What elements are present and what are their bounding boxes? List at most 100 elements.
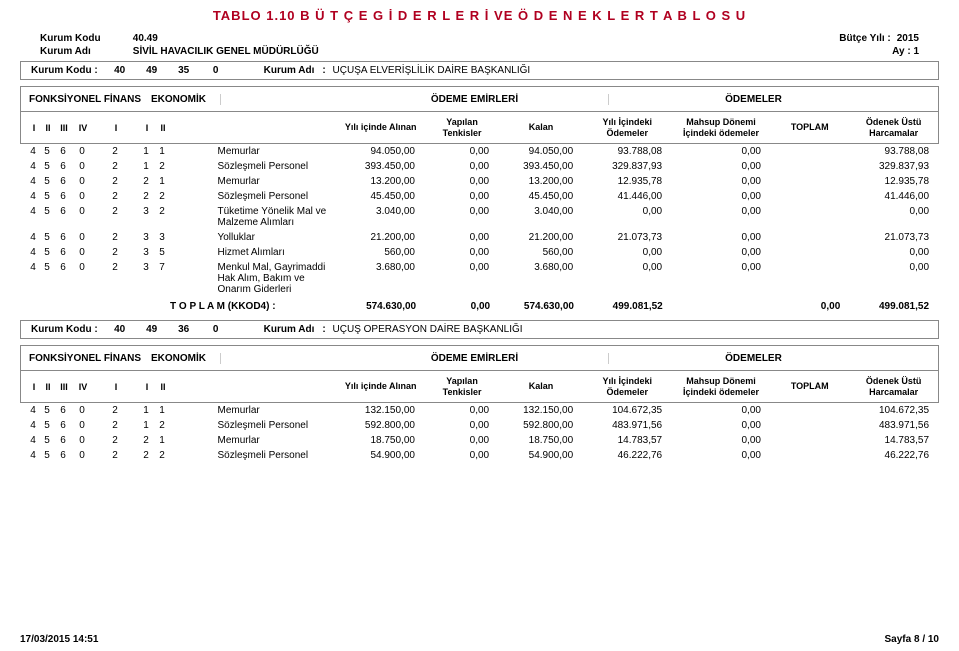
code-hdr: I (27, 382, 41, 392)
hdr-fons: FONKSİYONEL FİNANS (21, 353, 151, 364)
row-codes: 4560211 (20, 146, 217, 157)
row-codes: 4560221 (20, 435, 217, 446)
row-code: 2 (154, 420, 170, 431)
row-code: 5 (40, 206, 54, 217)
cell-value: 14.783,57 (850, 435, 939, 446)
code-hdr: II (155, 382, 171, 392)
row-code: 4 (26, 176, 40, 187)
row-code: 2 (154, 206, 170, 217)
row-code: 2 (104, 191, 126, 202)
row-code: 0 (72, 262, 92, 273)
col-hdr-3: Kalan (499, 381, 583, 392)
ay-pair: Ay : 1 (892, 46, 919, 57)
cell-value: 0,00 (672, 405, 771, 416)
row-code: 2 (104, 232, 126, 243)
col-hdr-6: TOPLAM (770, 122, 849, 133)
row-code: 3 (138, 262, 154, 273)
cell-value: 45.450,00 (336, 191, 425, 202)
code-hdr: II (41, 382, 55, 392)
row-code: 5 (40, 450, 54, 461)
kurum-kodu-pair: Kurum Kodu 40.49 (40, 33, 158, 44)
row-code: 5 (40, 247, 54, 258)
cell-value: 560,00 (336, 247, 425, 258)
cell-value: 0,00 (425, 191, 499, 202)
row-code: 0 (72, 232, 92, 243)
total-value: 0,00 (426, 301, 500, 312)
cell-value: 13.200,00 (499, 176, 583, 187)
code-hdr: I (139, 382, 155, 392)
row-code: 2 (104, 420, 126, 431)
row-codes: 4560212 (20, 420, 217, 431)
cell-value: 0,00 (425, 232, 499, 243)
cell-value: 0,00 (425, 262, 499, 273)
hdr-eko: EKONOMİK (151, 353, 221, 364)
row-code: 4 (26, 405, 40, 416)
kurum-code-cell: 49 (138, 65, 166, 76)
footer-page: Sayfa 8 / 10 (885, 634, 939, 645)
cell-value: 21.073,73 (850, 232, 939, 243)
row-codes: 4560237 (20, 262, 217, 273)
cell-value: 3.040,00 (336, 206, 425, 217)
row-code: 4 (26, 435, 40, 446)
row-code: 1 (138, 161, 154, 172)
col-hdr-4: Yılı İçindeki Ödemeler (583, 117, 672, 139)
total-value: 0,00 (771, 301, 850, 312)
kurum-adi-inline-value: UÇUŞ OPERASYON DAİRE BAŞKANLIĞI (330, 324, 523, 335)
butce-yili-pair: Bütçe Yılı : 2015 (839, 33, 919, 44)
row-code: 2 (138, 191, 154, 202)
row-codes: 4560222 (20, 450, 217, 461)
row-code: 1 (138, 420, 154, 431)
row-code: 0 (72, 435, 92, 446)
row-code: 6 (54, 420, 72, 431)
row-code: 2 (104, 262, 126, 273)
row-code: 6 (54, 206, 72, 217)
cell-value: 0,00 (850, 262, 939, 273)
kurum-code-cell: 35 (170, 65, 198, 76)
cell-value: 592.800,00 (336, 420, 425, 431)
cell-value: 393.450,00 (499, 161, 583, 172)
cell-value: 0,00 (425, 206, 499, 217)
row-code: 0 (72, 450, 92, 461)
col-hdr-6: TOPLAM (770, 381, 849, 392)
kurum-adi-inline-label: Kurum Adı (264, 324, 315, 335)
col-hdr-5: Mahsup Dönemi İçindeki ödemeler (672, 117, 771, 139)
row-code: 0 (72, 191, 92, 202)
cell-value: 0,00 (672, 262, 771, 273)
row-code: 0 (72, 206, 92, 217)
col-hdr-7: Ödenek Üstü Harcamalar (849, 376, 938, 398)
row-code: 6 (54, 176, 72, 187)
col-hdr-2: Yapılan Tenkisler (425, 376, 499, 398)
kurum-code-cell: 40 (106, 324, 134, 335)
hdr-fons: FONKSİYONEL FİNANS (21, 94, 151, 105)
row-desc: Memurlar (217, 176, 336, 187)
cell-value: 46.222,76 (583, 450, 672, 461)
cell-value: 21.073,73 (583, 232, 672, 243)
row-code: 4 (26, 146, 40, 157)
cell-value: 0,00 (672, 206, 771, 217)
kurum-code-cell: 49 (138, 324, 166, 335)
row-code: 4 (26, 450, 40, 461)
row-code: 4 (26, 161, 40, 172)
code-hdr: I (105, 123, 127, 133)
cell-value: 0,00 (672, 232, 771, 243)
col-hdr-4: Yılı İçindeki Ödemeler (583, 376, 672, 398)
row-desc: Yolluklar (217, 232, 336, 243)
row-desc: Sözleşmeli Personel (217, 450, 336, 461)
ay-label: Ay (892, 46, 904, 57)
row-code: 1 (138, 146, 154, 157)
cell-value: 3.680,00 (336, 262, 425, 273)
kurum-code-cell: 0 (202, 324, 230, 335)
row-code: 5 (40, 146, 54, 157)
cell-value: 0,00 (583, 206, 672, 217)
cell-value: 104.672,35 (583, 405, 672, 416)
kurum-kodu-inline-label: Kurum Kodu : (31, 65, 98, 76)
row-codes: 4560222 (20, 191, 217, 202)
kurum-kodu-inline-label: Kurum Kodu : (31, 324, 98, 335)
row-code: 3 (154, 232, 170, 243)
row-code: 2 (104, 206, 126, 217)
cell-value: 592.800,00 (499, 420, 583, 431)
cell-value: 21.200,00 (499, 232, 583, 243)
cell-value: 0,00 (672, 420, 771, 431)
row-code: 0 (72, 176, 92, 187)
kurum-adi-label: Kurum Adı (40, 46, 130, 57)
